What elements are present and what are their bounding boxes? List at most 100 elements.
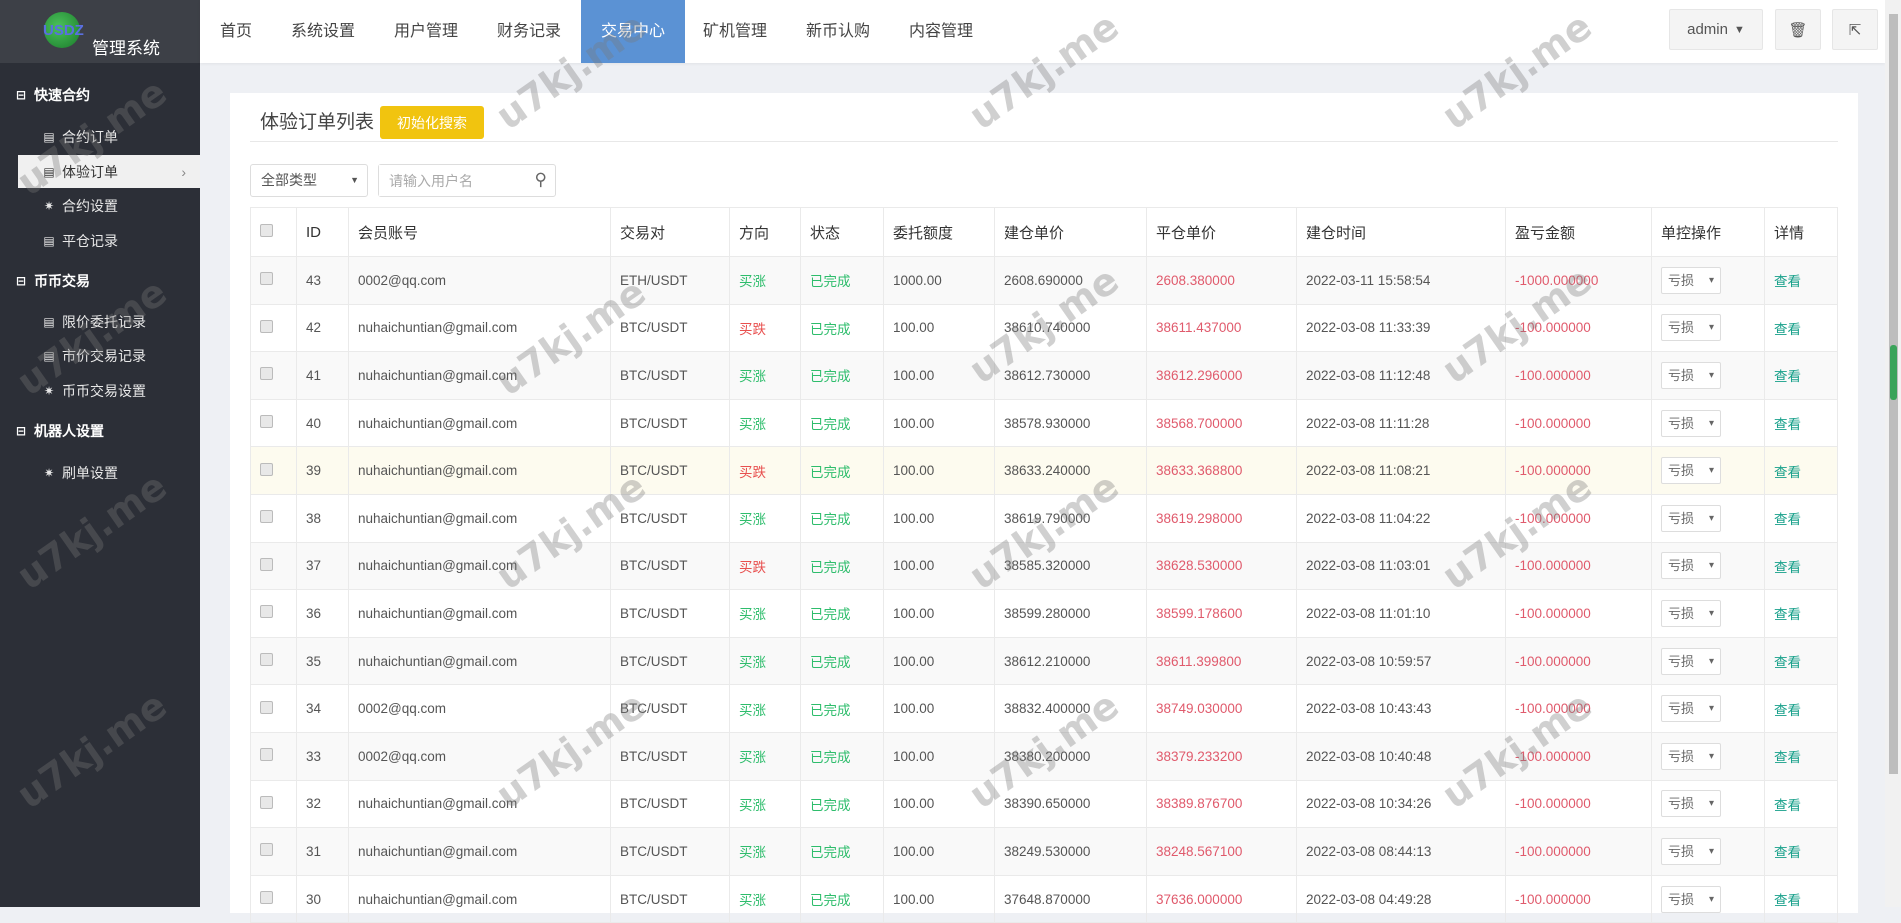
row-checkbox[interactable] bbox=[260, 510, 273, 524]
row-select[interactable] bbox=[250, 256, 297, 305]
row-checkbox[interactable] bbox=[260, 272, 273, 286]
row-checkbox[interactable] bbox=[260, 700, 273, 714]
view-detail-link[interactable]: 查看 bbox=[1774, 559, 1801, 575]
sidebar-item-contract-orders[interactable]: ▤ 合约订单 bbox=[42, 127, 118, 147]
row-select[interactable] bbox=[250, 351, 297, 400]
row-checkbox[interactable] bbox=[260, 415, 273, 429]
cell-status: 已完成 bbox=[800, 779, 884, 829]
control-select[interactable]: 亏损 bbox=[1661, 647, 1721, 675]
view-detail-link[interactable]: 查看 bbox=[1774, 321, 1801, 337]
row-select[interactable] bbox=[250, 541, 297, 591]
row-select[interactable] bbox=[250, 493, 297, 543]
cell-status: 已完成 bbox=[800, 493, 884, 543]
header-detail: 详情 bbox=[1764, 207, 1838, 257]
search-icon[interactable]: ⚲ bbox=[534, 170, 547, 189]
nav-home[interactable]: 首页 bbox=[220, 23, 253, 40]
view-detail-link[interactable]: 查看 bbox=[1774, 750, 1801, 766]
row-checkbox[interactable] bbox=[260, 319, 273, 333]
view-detail-link[interactable]: 查看 bbox=[1774, 512, 1801, 528]
label: 市价交易记录 bbox=[62, 348, 146, 364]
sidebar-item-close-records[interactable]: ▤ 平仓记录 bbox=[42, 231, 118, 251]
row-checkbox[interactable] bbox=[260, 605, 273, 619]
sidebar-group-robot[interactable]: ⊟ 机器人设置 bbox=[14, 421, 104, 441]
side-widget[interactable] bbox=[1890, 345, 1897, 400]
sidebar-item-limit-orders[interactable]: ▤ 限价委托记录 bbox=[42, 312, 146, 332]
sidebar-item-spot-settings[interactable]: ✷ 币币交易设置 bbox=[42, 381, 146, 401]
view-detail-link[interactable]: 查看 bbox=[1774, 417, 1801, 433]
row-checkbox[interactable] bbox=[260, 462, 273, 476]
control-select[interactable]: 亏损 bbox=[1661, 266, 1721, 294]
nav-new-coin-subscription[interactable]: 新币认购 bbox=[806, 23, 871, 40]
type-select[interactable]: 全部类型 ▼ bbox=[250, 164, 368, 197]
cell-id: 37 bbox=[296, 541, 349, 591]
row-select[interactable] bbox=[250, 827, 297, 876]
control-select[interactable]: 亏损 bbox=[1661, 361, 1721, 389]
control-select[interactable]: 亏损 bbox=[1661, 457, 1721, 485]
sidebar-item-brush-settings[interactable]: ✷ 刷单设置 bbox=[42, 463, 118, 483]
row-select[interactable] bbox=[250, 731, 297, 781]
view-detail-link[interactable]: 查看 bbox=[1774, 369, 1801, 385]
row-checkbox[interactable] bbox=[260, 653, 273, 667]
select-all-checkbox[interactable] bbox=[260, 223, 273, 237]
nav-system-settings[interactable]: 系统设置 bbox=[291, 23, 356, 40]
row-select[interactable] bbox=[250, 684, 297, 733]
sidebar-item-market-records[interactable]: ▤ 市价交易记录 bbox=[42, 346, 146, 366]
nav-finance-records[interactable]: 财务记录 bbox=[497, 23, 562, 40]
row-select[interactable] bbox=[250, 779, 297, 829]
logout-button[interactable]: ⇱ bbox=[1832, 9, 1878, 50]
sidebar-item-trial-orders[interactable]: ▤ 体验订单 › bbox=[18, 155, 200, 188]
control-select[interactable]: 亏损 bbox=[1661, 695, 1721, 723]
gear-icon: ✷ bbox=[43, 199, 55, 213]
admin-dropdown[interactable]: admin ▼ bbox=[1669, 9, 1763, 50]
view-detail-link[interactable]: 查看 bbox=[1774, 893, 1801, 909]
nav-content-management[interactable]: 内容管理 bbox=[909, 23, 974, 40]
control-select[interactable]: 亏损 bbox=[1661, 885, 1721, 913]
view-detail-link[interactable]: 查看 bbox=[1774, 607, 1801, 623]
reset-search-button[interactable]: 初始化搜索 bbox=[380, 106, 484, 139]
row-select[interactable] bbox=[250, 303, 297, 353]
sidebar-item-contract-settings[interactable]: ✷ 合约设置 bbox=[42, 196, 118, 216]
header-amount: 委托额度 bbox=[883, 207, 995, 257]
view-detail-link[interactable]: 查看 bbox=[1774, 797, 1801, 813]
control-select[interactable]: 亏损 bbox=[1661, 837, 1721, 865]
row-select[interactable] bbox=[250, 874, 297, 923]
view-detail-link[interactable]: 查看 bbox=[1774, 702, 1801, 718]
sidebar-group-quick-contract[interactable]: ⊟ 快速合约 bbox=[14, 85, 90, 105]
row-select[interactable] bbox=[250, 446, 297, 495]
header-select-all[interactable] bbox=[250, 207, 297, 257]
cell-status: 已完成 bbox=[800, 874, 884, 923]
table-row: 34 0002@qq.com BTC/USDT 买涨 已完成 100.00 38832.40… bbox=[250, 684, 1838, 733]
row-checkbox[interactable] bbox=[260, 795, 273, 809]
cell-amount: 100.00 bbox=[883, 303, 995, 353]
control-select[interactable]: 亏损 bbox=[1661, 599, 1721, 627]
scrollbar[interactable] bbox=[1885, 0, 1901, 907]
row-checkbox[interactable] bbox=[260, 748, 273, 762]
username-input[interactable] bbox=[379, 165, 519, 196]
cell-open-time: 2022-03-08 11:08:21 bbox=[1296, 446, 1506, 495]
row-checkbox[interactable] bbox=[260, 367, 273, 381]
view-detail-link[interactable]: 查看 bbox=[1774, 845, 1801, 861]
row-select[interactable] bbox=[250, 398, 297, 448]
sidebar-group-spot-trading[interactable]: ⊟ 币币交易 bbox=[14, 271, 90, 291]
control-select[interactable]: 亏损 bbox=[1661, 742, 1721, 770]
control-select[interactable]: 亏损 bbox=[1661, 552, 1721, 580]
cell-control: 亏损 bbox=[1651, 731, 1765, 781]
nav-trading-center[interactable]: 交易中心 bbox=[581, 0, 686, 63]
view-detail-link[interactable]: 查看 bbox=[1774, 655, 1801, 671]
row-checkbox[interactable] bbox=[260, 843, 273, 857]
clear-cache-button[interactable]: 🗑 bbox=[1775, 9, 1821, 50]
control-select[interactable]: 亏损 bbox=[1661, 504, 1721, 532]
control-select[interactable]: 亏损 bbox=[1661, 790, 1721, 818]
view-detail-link[interactable]: 查看 bbox=[1774, 274, 1801, 290]
view-detail-link[interactable]: 查看 bbox=[1774, 464, 1801, 480]
control-select[interactable]: 亏损 bbox=[1661, 314, 1721, 342]
nav-user-management[interactable]: 用户管理 bbox=[394, 23, 459, 40]
nav-miner-management[interactable]: 矿机管理 bbox=[703, 23, 768, 40]
control-select[interactable]: 亏损 bbox=[1661, 409, 1721, 437]
row-checkbox[interactable] bbox=[260, 891, 273, 905]
row-select[interactable] bbox=[250, 636, 297, 686]
row-select[interactable] bbox=[250, 589, 297, 638]
table-row: 42 nuhaichuntian@gmail.com BTC/USDT 买跌 已完成 10… bbox=[250, 303, 1838, 353]
cell-detail: 查看 bbox=[1764, 398, 1838, 448]
row-checkbox[interactable] bbox=[260, 557, 273, 571]
